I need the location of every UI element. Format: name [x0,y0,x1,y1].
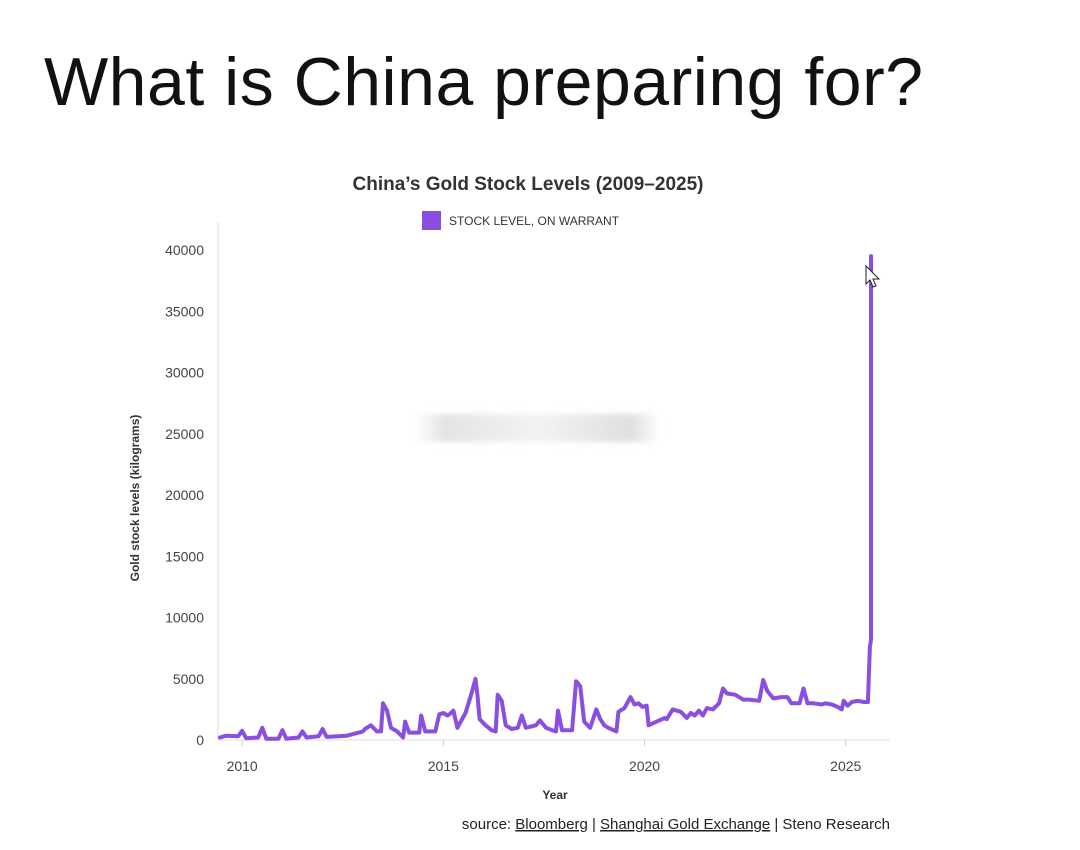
source-link-bloomberg[interactable]: Bloomberg [515,816,588,833]
source-link-shanghai-gold-exchange[interactable]: Shanghai Gold Exchange [600,816,770,833]
x-tick-label: 2010 [227,758,258,774]
x-tick-label: 2015 [428,758,459,774]
slide-title: What is China preparing for? [44,44,924,120]
x-axis: 2010 2015 2020 2025 [227,740,862,774]
y-tick-label: 25000 [165,426,204,442]
mouse-cursor-icon [865,264,881,288]
y-tick-label: 10000 [165,610,204,626]
source-suffix: Steno Research [782,816,890,833]
series-line-stock-level [218,254,873,741]
source-prefix: source: [462,816,515,833]
source-line: source: Bloomberg | Shanghai Gold Exchan… [462,816,890,833]
y-tick-label: 0 [196,732,204,748]
legend-swatch [422,211,441,230]
y-tick-label: 40000 [165,242,204,258]
source-separator-1: | [588,816,600,833]
legend-label: STOCK LEVEL, ON WARRANT [449,214,620,228]
y-axis: 0 5000 10000 15000 20000 25000 30000 35000 40000 [165,242,204,748]
y-tick-label: 30000 [165,365,204,381]
y-tick-label: 5000 [173,671,204,687]
x-tick-label: 2025 [830,758,861,774]
y-axis-label: Gold stock levels (kilograms) [128,415,142,582]
x-tick-label: 2020 [629,758,660,774]
y-tick-label: 35000 [165,303,204,319]
blurred-watermark [415,414,660,442]
x-axis-label: Year [542,788,568,802]
y-tick-label: 20000 [165,487,204,503]
chart-title: China’s Gold Stock Levels (2009–2025) [353,174,704,195]
source-separator-2: | [770,816,782,833]
y-tick-label: 15000 [165,548,204,564]
